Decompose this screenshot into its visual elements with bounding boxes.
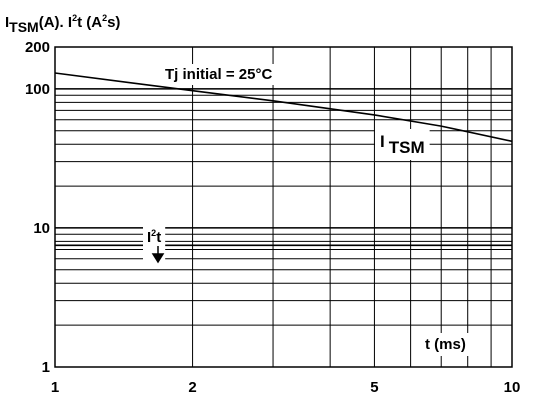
chart-title: ITSM(A). I2t (A2s) bbox=[5, 13, 120, 35]
x-tick-label: 10 bbox=[504, 379, 521, 396]
i2t-down-arrow bbox=[151, 246, 165, 264]
y-tick-label: 100 bbox=[25, 81, 50, 98]
tick-labels: 1 2 5 10 1 10 100 200 bbox=[25, 39, 520, 396]
x-tick-label: 2 bbox=[188, 379, 196, 396]
condition-label: Tj initial = 25°C bbox=[165, 66, 272, 83]
itsm-label-bg bbox=[375, 129, 430, 160]
annotations: Tj initial = 25°C I TSM I2t t (ms) bbox=[143, 64, 472, 356]
x-unit-label-bg bbox=[419, 333, 472, 356]
grid bbox=[55, 46, 512, 367]
title-end: s) bbox=[107, 14, 120, 31]
x-unit-label: t (ms) bbox=[425, 336, 466, 353]
title-i: I bbox=[5, 14, 9, 31]
itsm-series-line bbox=[54, 72, 513, 143]
condition-label-bg bbox=[159, 64, 279, 85]
y-tick-label: 200 bbox=[25, 39, 50, 56]
i2t-label-i: I bbox=[147, 229, 151, 246]
i2t-label-superscript: 2 bbox=[151, 228, 156, 238]
series bbox=[54, 72, 513, 247]
title-i-subscript: TSM bbox=[9, 19, 39, 35]
title-t: t (A bbox=[77, 14, 102, 31]
i2t-label-t: t bbox=[156, 229, 161, 246]
y-tick-label: 10 bbox=[33, 220, 50, 237]
title-middle: (A). I bbox=[39, 14, 72, 31]
itsm-label-subscript: TSM bbox=[389, 138, 425, 157]
y-tick-label: 1 bbox=[42, 359, 50, 376]
itsm-label-i: I bbox=[380, 132, 385, 151]
title-superscript-1: 2 bbox=[72, 13, 77, 23]
itsm-label: I TSM bbox=[380, 132, 425, 157]
x-tick-label: 5 bbox=[370, 379, 378, 396]
title-superscript-2: 2 bbox=[102, 13, 107, 23]
x-tick-label: 1 bbox=[51, 379, 59, 396]
plot-frame bbox=[54, 46, 513, 368]
i2t-label: I2t bbox=[147, 228, 161, 246]
